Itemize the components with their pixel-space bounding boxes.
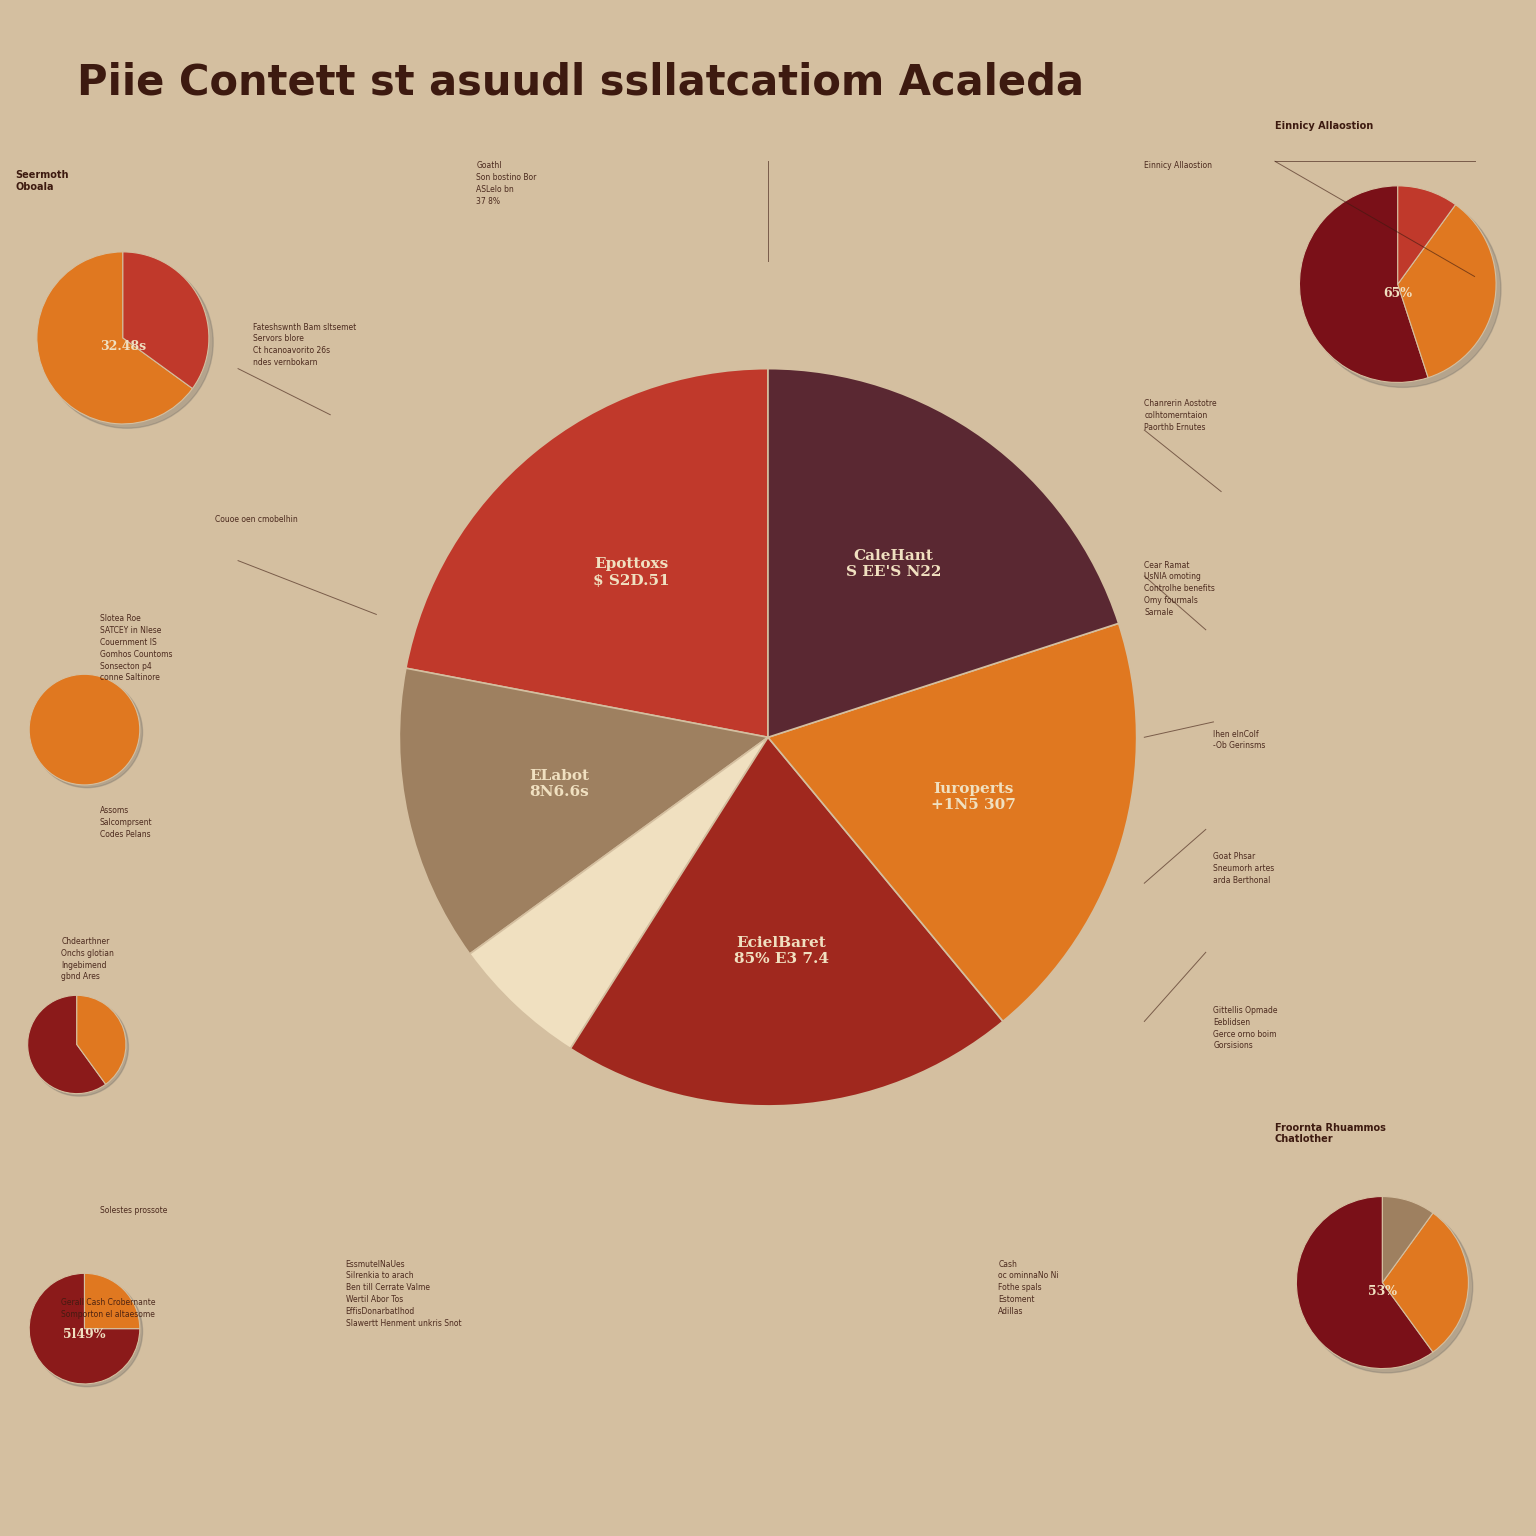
Text: Froornta Rhuammos
Chatlother: Froornta Rhuammos Chatlother — [1275, 1123, 1385, 1144]
Wedge shape — [1382, 1197, 1433, 1283]
Text: 32.48s: 32.48s — [100, 339, 146, 353]
Text: 53%: 53% — [1369, 1284, 1396, 1298]
Wedge shape — [1382, 1213, 1468, 1352]
Circle shape — [1301, 1201, 1473, 1373]
Wedge shape — [84, 1273, 140, 1329]
Circle shape — [41, 257, 214, 429]
Text: Chanrerin Aostotre
colhtomerntaion
Paorthb Ernutes: Chanrerin Aostotre colhtomerntaion Paort… — [1144, 399, 1217, 432]
Text: Assoms
Salcomprsent
Codes Pelans: Assoms Salcomprsent Codes Pelans — [100, 806, 152, 839]
Wedge shape — [1296, 1197, 1433, 1369]
Text: Gerall Cash Crobernante
Somporton el altaesome: Gerall Cash Crobernante Somporton el alt… — [61, 1298, 157, 1319]
Text: Cash
oc ominnaNo Ni
Fothe spals
Estoment
Adillas: Cash oc ominnaNo Ni Fothe spals Estoment… — [998, 1260, 1058, 1316]
Circle shape — [32, 677, 143, 788]
Text: Seermoth
Oboala: Seermoth Oboala — [15, 170, 69, 192]
Text: EssmutelNaUes
Silrenkia to arach
Ben till Cerrate Valme
Wertil Abor Tos
EffisDon: EssmutelNaUes Silrenkia to arach Ben til… — [346, 1260, 461, 1327]
Text: Einnicy Allaostion: Einnicy Allaostion — [1275, 120, 1373, 131]
Text: Cear Ramat
UsNlA omoting
Controlhe benefits
Omy fourmals
Sarnale: Cear Ramat UsNlA omoting Controlhe benef… — [1144, 561, 1215, 617]
Text: Ihen elnColf
-Ob Gerinsms: Ihen elnColf -Ob Gerinsms — [1213, 730, 1266, 751]
Text: 65%: 65% — [1384, 287, 1412, 301]
Circle shape — [32, 1276, 143, 1387]
Wedge shape — [28, 995, 106, 1094]
Wedge shape — [470, 737, 768, 1049]
Text: Slotea Roe
SATCEY in Nlese
Couernment IS
Gomhos Countoms
Sonsecton p4
conne Salt: Slotea Roe SATCEY in Nlese Couernment IS… — [100, 614, 172, 682]
Wedge shape — [77, 995, 126, 1084]
Text: ELabot
8N6.6s: ELabot 8N6.6s — [530, 770, 590, 799]
Text: Couoe oen cmobelhin: Couoe oen cmobelhin — [215, 515, 298, 524]
Wedge shape — [1299, 186, 1428, 382]
Text: Epottoxs
$ S2D.51: Epottoxs $ S2D.51 — [593, 558, 670, 588]
Text: Solestes prossote: Solestes prossote — [100, 1206, 167, 1215]
Wedge shape — [1398, 186, 1456, 284]
Text: EcielBaret
85% E3 7.4: EcielBaret 85% E3 7.4 — [734, 935, 829, 966]
Text: Piie Contett st asuudl ssllatcatiom Acaleda: Piie Contett st asuudl ssllatcatiom Acal… — [77, 61, 1084, 103]
Wedge shape — [29, 674, 140, 785]
Text: Goat Phsar
Sneumorh artes
arda Berthonal: Goat Phsar Sneumorh artes arda Berthonal — [1213, 852, 1275, 885]
Wedge shape — [29, 1273, 140, 1384]
Circle shape — [31, 998, 129, 1097]
Text: Ennierst
5.5%: Ennierst 5.5% — [585, 879, 657, 908]
Text: Einnicy Allaostion: Einnicy Allaostion — [1144, 161, 1212, 170]
Wedge shape — [768, 369, 1118, 737]
Text: Gittellis Opmade
Eeblidsen
Gerce orno boim
Gorsisions: Gittellis Opmade Eeblidsen Gerce orno bo… — [1213, 1006, 1278, 1051]
Wedge shape — [406, 369, 768, 737]
Text: 5l49%: 5l49% — [63, 1327, 106, 1341]
Text: CaleHant
S EE'S N22: CaleHant S EE'S N22 — [846, 550, 942, 579]
Wedge shape — [768, 624, 1137, 1021]
Wedge shape — [1398, 204, 1496, 378]
Wedge shape — [570, 737, 1003, 1106]
Text: Chdearthner
Onchs glotian
Ingebimend
gbnd Ares: Chdearthner Onchs glotian Ingebimend gbn… — [61, 937, 114, 982]
Wedge shape — [123, 252, 209, 389]
Text: Goathl
Son bostino Bor
ASLelo bn
37 8%: Goathl Son bostino Bor ASLelo bn 37 8% — [476, 161, 536, 206]
Wedge shape — [399, 668, 768, 954]
Circle shape — [1304, 190, 1501, 387]
Text: Fateshswnth Bam sltsemet
Servors blore
Ct hcanoavorito 26s
ndes vernbokarn: Fateshswnth Bam sltsemet Servors blore C… — [253, 323, 356, 367]
Text: Iuroperts
+1N5 307: Iuroperts +1N5 307 — [931, 782, 1015, 813]
Wedge shape — [37, 252, 192, 424]
